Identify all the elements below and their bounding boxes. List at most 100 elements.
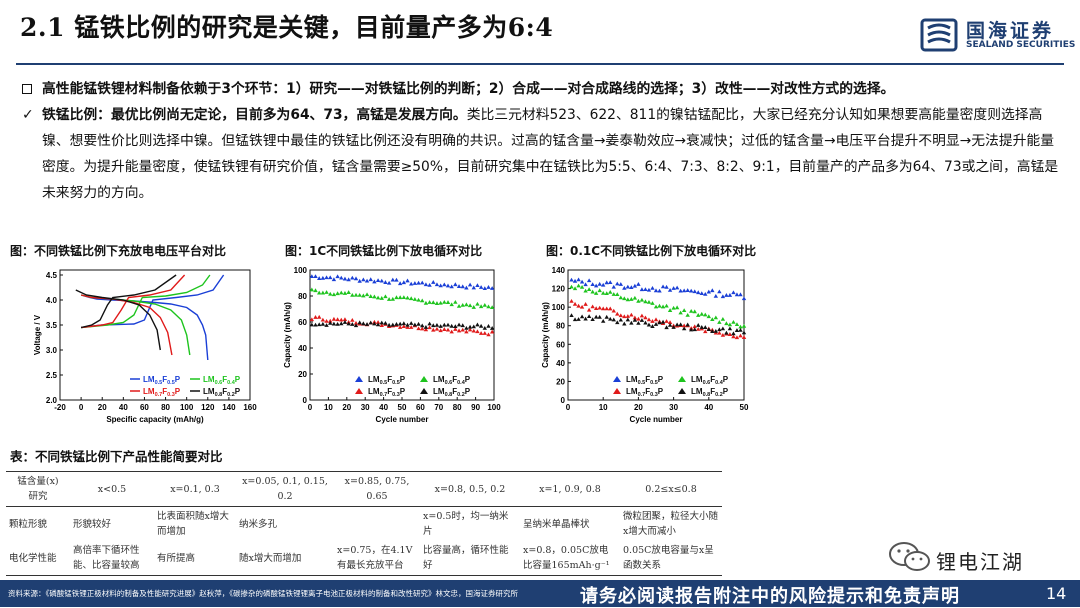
data-point <box>431 300 436 305</box>
y-tick-label: 4.0 <box>46 296 58 305</box>
data-point <box>583 302 588 306</box>
data-point <box>618 313 623 318</box>
x-tick-label: 80 <box>161 403 170 412</box>
data-point <box>597 314 602 319</box>
legend-entry: LM0.7F0.3P <box>355 387 406 398</box>
data-point <box>685 312 690 317</box>
data-point <box>660 304 666 309</box>
data-point <box>390 322 395 327</box>
data-point <box>456 304 462 308</box>
data-point <box>324 275 329 280</box>
data-point <box>731 334 736 339</box>
data-point <box>486 323 491 328</box>
data-point <box>405 295 410 300</box>
x-tick-label: 60 <box>416 403 425 412</box>
source-note: 资料来源：《磷酸锰铁锂正极材料的制备及性能研究进展》赵秋萍，《碳掺杂的磷酸锰铁锂… <box>8 589 518 598</box>
data-point <box>335 291 340 296</box>
data-point <box>317 322 322 327</box>
data-point <box>696 326 701 331</box>
data-point <box>618 295 623 300</box>
data-point <box>383 294 388 299</box>
legend-entry: LM0.5F0.5P <box>355 375 406 386</box>
table-cell: 比表面积随x增大而增加 <box>157 511 229 537</box>
data-point <box>681 308 687 313</box>
series-line-charge <box>81 274 211 329</box>
wechat-icon <box>889 542 930 571</box>
legend-label: LM0.6F0.4P <box>691 375 729 386</box>
data-point <box>482 325 487 330</box>
table-cell: 纳米多孔 <box>239 518 278 530</box>
data-point <box>342 317 348 322</box>
data-point <box>438 328 443 333</box>
data-point <box>689 308 694 313</box>
legend-label: LM0.5F0.5P <box>368 375 406 386</box>
data-point <box>586 278 592 283</box>
data-point <box>445 300 451 304</box>
data-point <box>632 315 638 320</box>
data-point <box>692 324 697 329</box>
x-tick-label: 70 <box>434 403 443 412</box>
data-point <box>636 320 641 325</box>
data-point <box>464 285 469 290</box>
data-point <box>674 305 680 310</box>
data-point <box>608 306 613 311</box>
data-point <box>372 294 377 299</box>
data-point <box>639 313 645 318</box>
data-point <box>681 323 687 328</box>
x-tick-label: 10 <box>599 403 608 412</box>
figure-2-caption: 图：1C不同铁锰比例下放电循环对比 <box>285 244 483 258</box>
data-point <box>639 297 645 302</box>
data-point <box>445 322 451 327</box>
data-point <box>445 283 451 288</box>
data-point <box>460 323 465 328</box>
footer-bar: 资料来源：《磷酸锰铁锂正极材料的制备及性能研究进展》赵秋萍，《碳掺杂的磷酸锰铁锂… <box>0 580 1080 607</box>
table-cell: 高倍率下循环性能、比容量较高 <box>70 541 154 576</box>
data-point <box>412 281 418 285</box>
data-point <box>456 284 462 288</box>
data-point <box>741 296 747 301</box>
data-point <box>353 320 359 325</box>
data-point <box>590 289 595 294</box>
y-tick-label: 80 <box>298 292 307 301</box>
legend-label: LM0.5F0.5P <box>143 375 181 386</box>
data-point <box>397 321 403 326</box>
data-point <box>460 327 465 332</box>
data-point <box>482 286 487 291</box>
data-point <box>339 317 344 322</box>
data-point <box>420 280 425 285</box>
data-point <box>717 330 722 335</box>
series-line-charge <box>80 274 177 329</box>
table-cell: x=0.05, 0.1, 0.15, 0.2 <box>236 471 334 507</box>
data-point <box>361 321 366 326</box>
data-point <box>629 285 634 290</box>
data-point <box>386 322 392 327</box>
data-point <box>664 284 669 289</box>
data-point <box>625 317 631 322</box>
legend-label: LM0.7F0.3P <box>143 387 181 398</box>
logo-chinese: 国海证券 <box>966 20 1055 42</box>
data-point <box>427 325 432 330</box>
x-tick-label: 140 <box>222 403 236 412</box>
data-point <box>657 320 662 325</box>
data-point <box>397 325 403 329</box>
data-point <box>489 305 495 310</box>
legend-swatch <box>678 388 686 394</box>
y-tick-label: 140 <box>552 266 566 275</box>
data-point <box>611 292 616 296</box>
table-cell: 0.2≤x≤0.8 <box>620 471 722 507</box>
data-point <box>339 290 344 295</box>
data-point <box>576 283 581 288</box>
table-cell: 呈纳米单晶棒状 <box>523 518 590 530</box>
data-point <box>486 332 491 337</box>
data-point <box>650 324 655 328</box>
company-logo: 国海证券 SEALAND SECURITIES <box>918 14 1078 60</box>
data-point <box>489 326 495 330</box>
data-point <box>342 276 348 281</box>
table-cell: 随x增大而增加 <box>236 541 334 576</box>
data-point <box>597 288 602 293</box>
data-point <box>401 295 407 299</box>
data-point <box>664 319 669 323</box>
data-point <box>478 331 484 335</box>
data-point <box>731 290 736 295</box>
data-point <box>460 284 465 289</box>
